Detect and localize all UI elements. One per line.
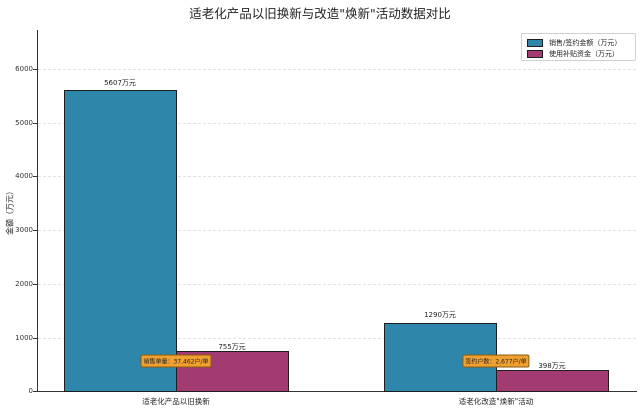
legend: 销售/签约金额（万元） 使用补贴资金（万元） [521, 33, 636, 61]
x-category-label: 适老化改造"焕新"活动 [458, 397, 534, 406]
gridline-3000 [38, 230, 636, 231]
gridline-1000 [38, 338, 636, 339]
bar-value-label: 755万元 [218, 343, 246, 351]
bar-subsidy-group2 [496, 370, 609, 392]
chart-title: 适老化产品以旧换新与改造"焕新"活动数据对比 [189, 6, 451, 21]
ytick-4000 [33, 176, 37, 177]
ytick-1000 [33, 338, 37, 339]
ytick-label-2000: 2000 [15, 280, 33, 288]
legend-swatch-blue [527, 39, 543, 47]
legend-label: 销售/签约金额（万元） [549, 39, 622, 47]
ytick-label-3000: 3000 [15, 226, 33, 234]
gridline-4000 [38, 176, 636, 177]
gridline-6000 [38, 69, 636, 70]
y-axis-label: 金额（万元） [5, 187, 15, 235]
ytick-2000 [33, 284, 37, 285]
ytick-label-1000: 1000 [15, 334, 33, 342]
annotation-contract-count: 签约户数：2,677户/单 [462, 354, 530, 368]
legend-swatch-pink [527, 50, 543, 58]
x-category-label: 适老化产品以旧换新 [142, 397, 210, 406]
ytick-5000 [33, 123, 37, 124]
ytick-6000 [33, 69, 37, 70]
ytick-label-0: 0 [28, 387, 33, 395]
legend-item-sales: 销售/签约金额（万元） [527, 38, 621, 48]
gridline-2000 [38, 284, 636, 285]
x-axis [37, 391, 637, 392]
bar-value-label: 398万元 [538, 362, 566, 370]
legend-item-subsidy: 使用补贴资金（万元） [527, 49, 619, 59]
legend-label: 使用补贴资金（万元） [549, 50, 619, 58]
ytick-label-6000: 6000 [15, 65, 33, 73]
ytick-3000 [33, 230, 37, 231]
y-axis [37, 30, 38, 392]
ytick-0 [33, 391, 37, 392]
annotation-sales-count: 销售单量：37,462户/单 [140, 354, 212, 368]
ytick-label-4000: 4000 [15, 172, 33, 180]
bar-value-label: 1290万元 [424, 311, 456, 319]
gridline-5000 [38, 123, 636, 124]
bar-sales-group1 [64, 90, 177, 392]
ytick-label-5000: 5000 [15, 119, 33, 127]
bar-value-label: 5607万元 [104, 79, 136, 87]
